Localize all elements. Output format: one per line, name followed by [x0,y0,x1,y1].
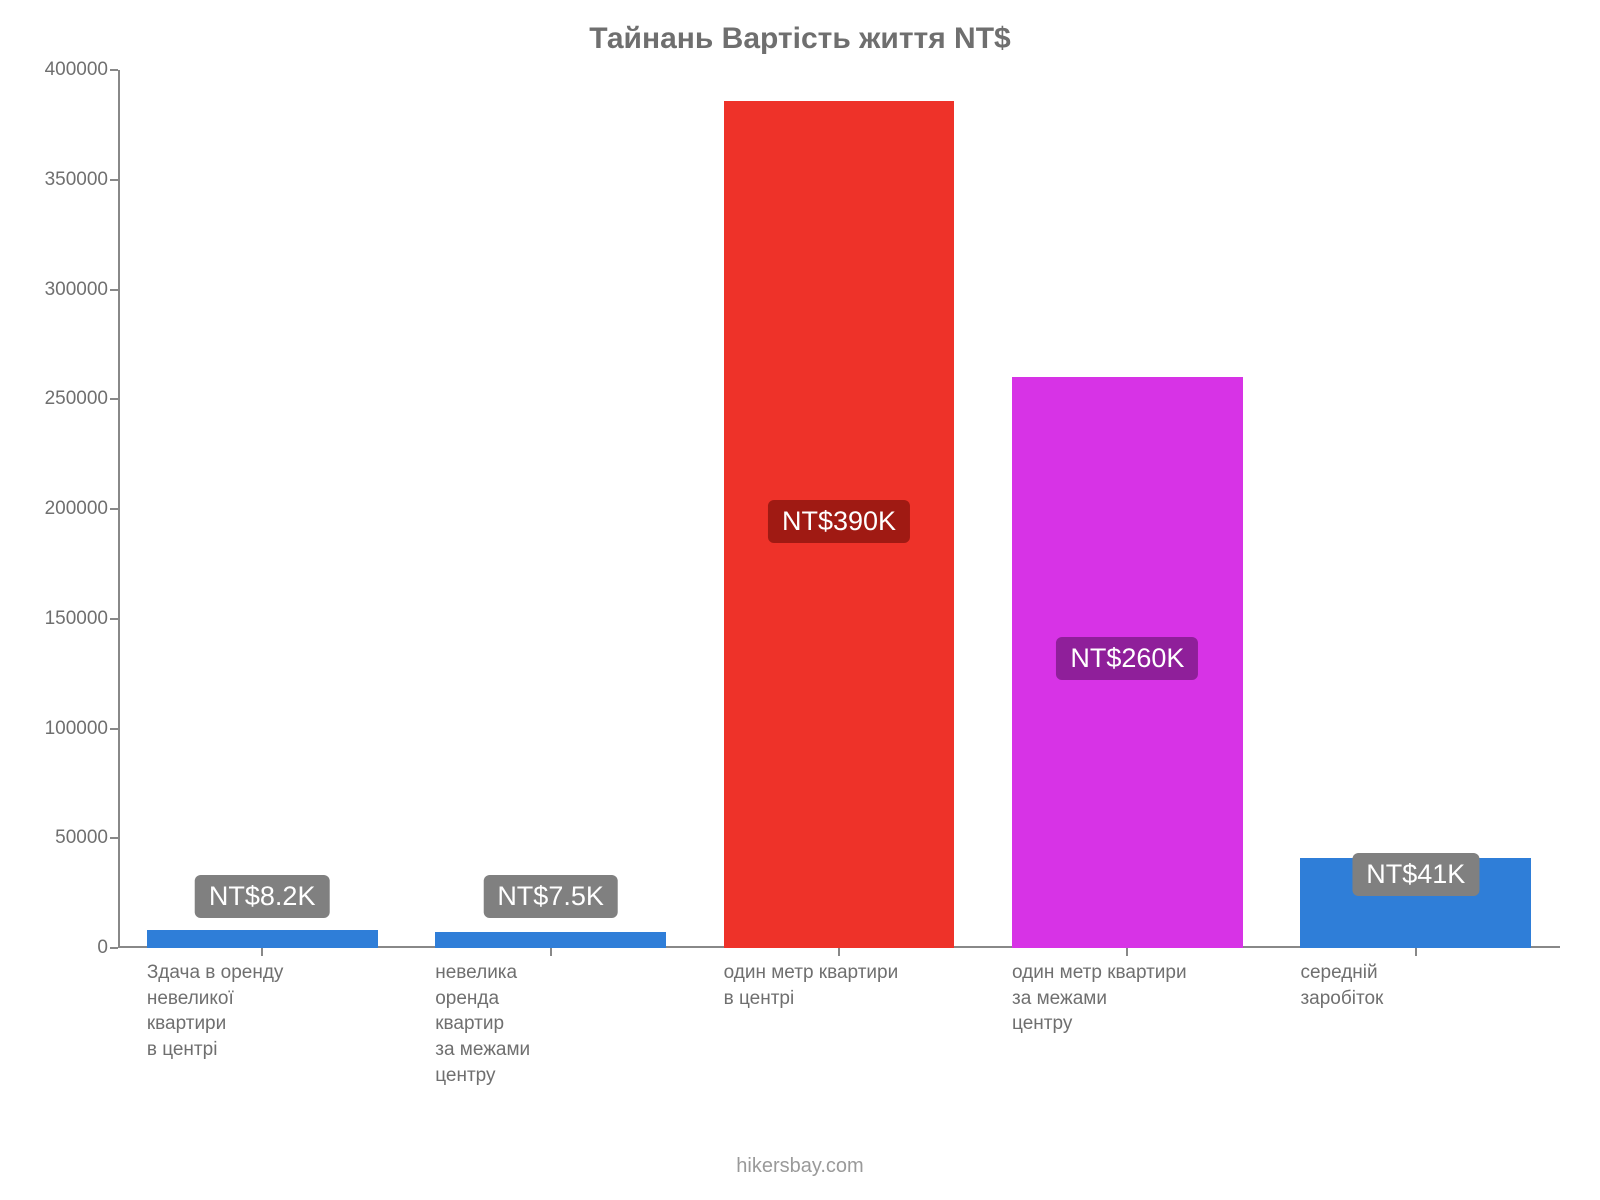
x-tick-label: середній заробіток [1300,960,1531,1011]
y-tick-label: 100000 [45,718,108,740]
y-tick-label: 250000 [45,388,108,410]
y-tick-mark [110,69,118,71]
value-badge: NT$41K [1352,853,1479,896]
bar [435,932,666,948]
x-tick-mark [550,948,552,956]
y-tick-label: 50000 [55,827,108,849]
value-badge: NT$390K [768,500,910,543]
y-tick-label: 0 [97,937,108,959]
plot-area: 0500001000001500002000002500003000003500… [118,70,1560,948]
y-tick-label: 400000 [45,59,108,81]
x-tick-label: один метр квартири за межами центру [1012,960,1243,1037]
value-badge: NT$260K [1056,637,1198,680]
chart-footer: hikersbay.com [0,1155,1600,1178]
y-tick-mark [110,179,118,181]
y-tick-mark [110,508,118,510]
x-tick-mark [261,948,263,956]
x-tick-mark [1415,948,1417,956]
y-tick-mark [110,618,118,620]
y-tick-mark [110,728,118,730]
y-tick-mark [110,398,118,400]
y-tick-mark [110,947,118,949]
y-tick-label: 150000 [45,608,108,630]
bar [147,930,378,948]
value-badge: NT$8.2K [195,875,330,918]
x-tick-mark [838,948,840,956]
y-tick-label: 300000 [45,279,108,301]
cost-of-living-chart: Тайнань Вартість життя NT$ 0500001000001… [0,0,1600,1200]
value-badge: NT$7.5K [483,875,618,918]
x-tick-label: Здача в оренду невеликої квартири в цент… [147,960,378,1063]
y-tick-label: 350000 [45,169,108,191]
y-tick-label: 200000 [45,498,108,520]
chart-title: Тайнань Вартість життя NT$ [0,22,1600,56]
x-tick-mark [1126,948,1128,956]
bars-container: NT$8.2K NT$7.5K NT$390K NT$260K NT$41K [118,70,1560,948]
x-tick-label: невелика оренда квартир за межами центру [435,960,666,1088]
x-tick-label: один метр квартири в центрі [724,960,955,1011]
y-tick-mark [110,837,118,839]
y-tick-mark [110,289,118,291]
